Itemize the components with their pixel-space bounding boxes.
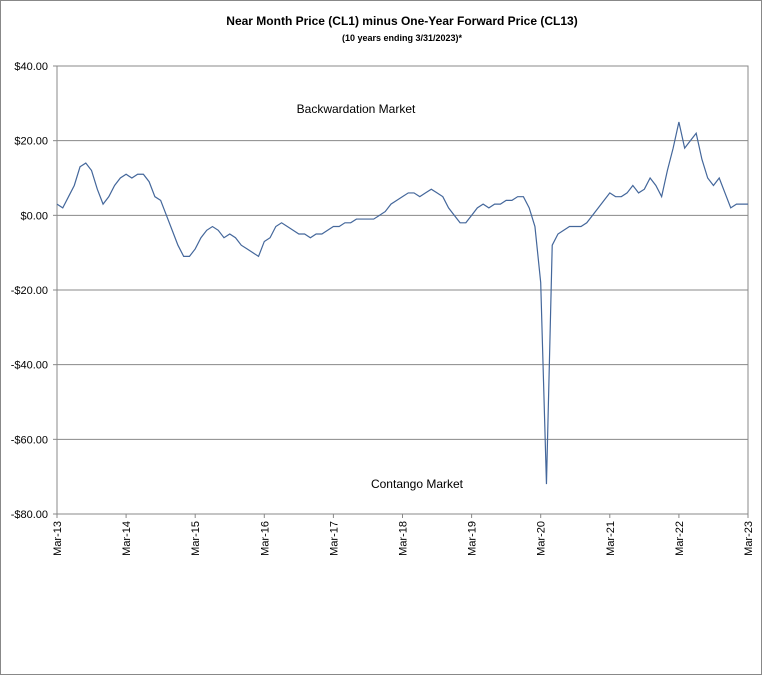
x-tick-label: Mar-19 bbox=[467, 521, 479, 556]
y-tick-label: $40.00 bbox=[14, 61, 48, 73]
y-tick-label: $0.00 bbox=[20, 210, 48, 222]
x-tick-label: Mar-23 bbox=[743, 521, 755, 556]
x-tick-label: Mar-16 bbox=[259, 521, 271, 556]
x-tick-label: Mar-15 bbox=[190, 521, 202, 556]
annotation: Backwardation Market bbox=[297, 102, 416, 116]
y-tick-label: -$80.00 bbox=[11, 509, 48, 521]
x-tick-label: Mar-13 bbox=[52, 521, 64, 556]
y-tick-label: -$20.00 bbox=[11, 285, 48, 297]
y-tick-label: -$60.00 bbox=[11, 434, 48, 446]
x-tick-label: Mar-21 bbox=[605, 521, 617, 556]
x-tick-label: Mar-20 bbox=[536, 521, 548, 556]
y-tick-label: -$40.00 bbox=[11, 360, 48, 372]
x-tick-label: Mar-22 bbox=[674, 521, 686, 556]
y-tick-label: $20.00 bbox=[14, 136, 48, 148]
x-tick-label: Mar-18 bbox=[398, 521, 410, 556]
x-tick-label: Mar-14 bbox=[121, 521, 133, 556]
chart-title: Near Month Price (CL1) minus One-Year Fo… bbox=[226, 14, 577, 28]
x-tick-label: Mar-17 bbox=[328, 521, 340, 556]
chart-subtitle: (10 years ending 3/31/2023)* bbox=[342, 33, 463, 43]
data-line bbox=[56, 121, 748, 485]
annotation: Contango Market bbox=[371, 477, 464, 491]
